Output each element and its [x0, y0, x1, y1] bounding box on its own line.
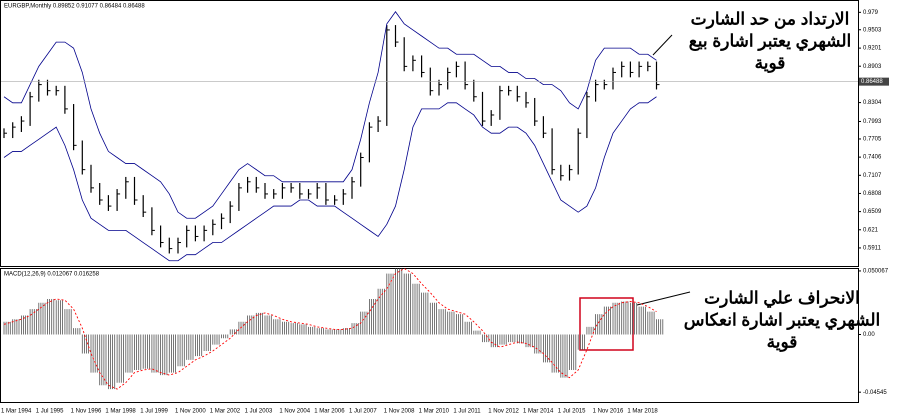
y-tick-label: 0.00	[863, 332, 875, 338]
pointer	[636, 291, 691, 306]
x-tick-label: 1 Mar 2006	[314, 409, 345, 415]
x-tick-label: 1 Jul 2011	[453, 409, 481, 415]
x-tick-label: 1 Nov 2000	[175, 409, 206, 415]
x-tick-label: 1 Jul 2003	[245, 409, 273, 415]
x-tick-label: 1 Mar 2014	[523, 409, 554, 415]
y-tick-label: 0.9201	[863, 46, 882, 52]
y-tick-label: 0.8903	[863, 64, 882, 70]
highlight-box	[579, 297, 634, 351]
annotation: الارتداد من حد الشارت	[691, 9, 850, 29]
y-tick-label: 0.621	[863, 227, 879, 233]
chart-title: EURGBP,Monthly 0.89852 0.91077 0.86484 0…	[4, 4, 145, 10]
x-tick-label: 1 Nov 2004	[279, 409, 310, 415]
y-tick-label: -0.04545	[863, 390, 887, 396]
y-tick-label: 0.7406	[863, 155, 882, 161]
x-tick-label: 1 Mar 2002	[210, 409, 241, 415]
x-tick-label: 1 Nov 2012	[488, 409, 519, 415]
x-tick-label: 1 Jul 1999	[140, 409, 168, 415]
x-tick-label: 1 Jul 2007	[349, 409, 377, 415]
x-tick-label: 1 Mar 2018	[627, 409, 658, 415]
y-tick-label: 0.6509	[863, 209, 882, 215]
x-tick-label: 1 Mar 1994	[1, 409, 32, 415]
pointer	[652, 34, 673, 56]
x-tick-label: 1 Nov 2016	[593, 409, 624, 415]
current-price-label: 0.86488	[861, 79, 883, 85]
x-tick-label: 1 Mar 2010	[419, 409, 450, 415]
price-frame	[0, 0, 859, 267]
y-tick-label: 0.8304	[863, 100, 882, 106]
annotation: قوية	[767, 332, 798, 352]
current-price-box	[859, 77, 889, 86]
x-tick-label: 1 Nov 1996	[71, 409, 102, 415]
y-tick-label: 0.5911	[863, 246, 882, 252]
annotation: الشهري يعتبر اشارة انعكاس	[684, 310, 881, 330]
annotation: الانحراف علي الشارت	[704, 288, 860, 308]
x-tick-label: 1 Nov 2008	[384, 409, 415, 415]
x-tick-label: 1 Jul 1995	[36, 409, 64, 415]
y-tick-label: 0.979	[863, 10, 879, 16]
y-tick-label: 0.050067	[863, 269, 889, 275]
y-tick-label: 0.9503	[863, 27, 882, 33]
y-tick-label: 0.6808	[863, 191, 882, 197]
x-tick-label: 1 Jul 2015	[558, 409, 586, 415]
y-tick-label: 0.7705	[863, 137, 882, 143]
bollinger-band	[3, 11, 657, 219]
annotation: قوية	[755, 53, 786, 73]
annotation: الشهري يعتبر اشارة بيع	[689, 31, 852, 51]
signal-line	[3, 267, 657, 390]
bollinger-band	[3, 96, 657, 262]
macd-title: MACD(12,26,9) 0.012067 0.016258	[4, 272, 100, 278]
y-tick-label: 0.7107	[863, 173, 882, 179]
x-tick-label: 1 Mar 1998	[105, 409, 136, 415]
macd-frame	[0, 268, 859, 403]
y-tick-label: 0.7993	[863, 119, 882, 125]
